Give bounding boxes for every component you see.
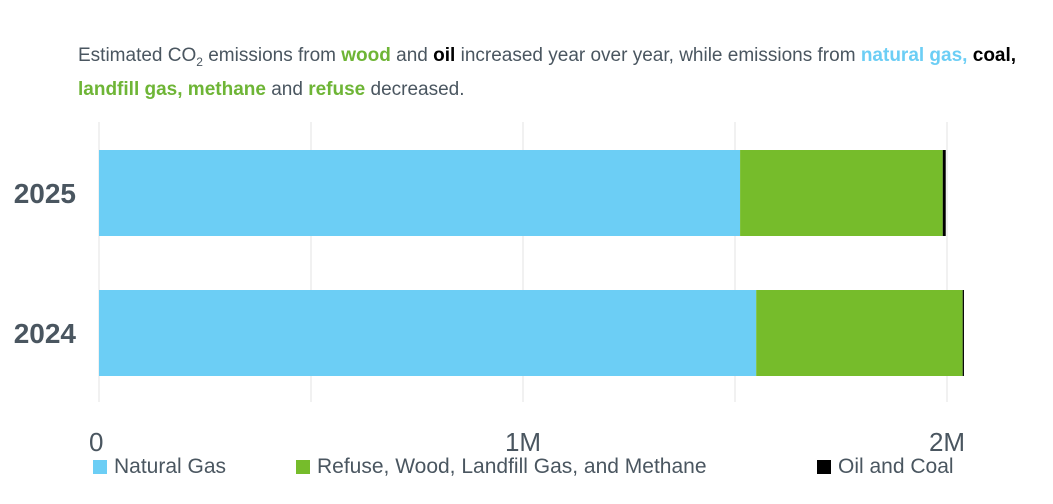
- legend-item-1: Refuse, Wood, Landfill Gas, and Methane: [296, 455, 707, 479]
- x-tick-label-0: 0: [89, 427, 103, 457]
- legend-swatch-2: [817, 460, 831, 474]
- highlight-refuse: refuse: [308, 78, 366, 100]
- category-label-2025: 2025: [14, 178, 76, 209]
- category-label-2024: 2024: [14, 318, 77, 349]
- highlight-oil: oil: [433, 45, 456, 66]
- bar-2024-series-2: [962, 290, 964, 376]
- chart-subtitle: Estimated CO2 emissions from wood and oi…: [78, 45, 1017, 100]
- x-tick-label-2: 2M: [929, 427, 965, 457]
- legend-label-2: Oil and Coal: [838, 455, 954, 478]
- legend-item-2: Oil and Coal: [817, 455, 954, 479]
- highlight-natural-gas: natural gas,: [860, 45, 968, 66]
- bar-2024-series-0: [99, 290, 757, 376]
- legend-swatch-1: [296, 460, 310, 474]
- x-tick-label-1: 1M: [505, 427, 541, 457]
- legend-label-0: Natural Gas: [114, 455, 227, 478]
- bar-2025-series-2: [942, 150, 946, 236]
- legend-swatch-0: [93, 460, 107, 474]
- bar-2025-series-1: [740, 150, 943, 236]
- highlight-landfill-methane: landfill gas, methane: [78, 78, 266, 100]
- chart-legend: Natural Gas Refuse, Wood, Landfill Gas, a…: [0, 455, 1053, 485]
- bar-2024-series-1: [756, 290, 963, 376]
- bar-2025-series-0: [99, 150, 741, 236]
- legend-label-1: Refuse, Wood, Landfill Gas, and Methane: [317, 455, 707, 478]
- legend-item-0: Natural Gas: [93, 455, 226, 479]
- highlight-coal: coal,: [972, 45, 1017, 66]
- highlight-wood: wood: [341, 45, 391, 66]
